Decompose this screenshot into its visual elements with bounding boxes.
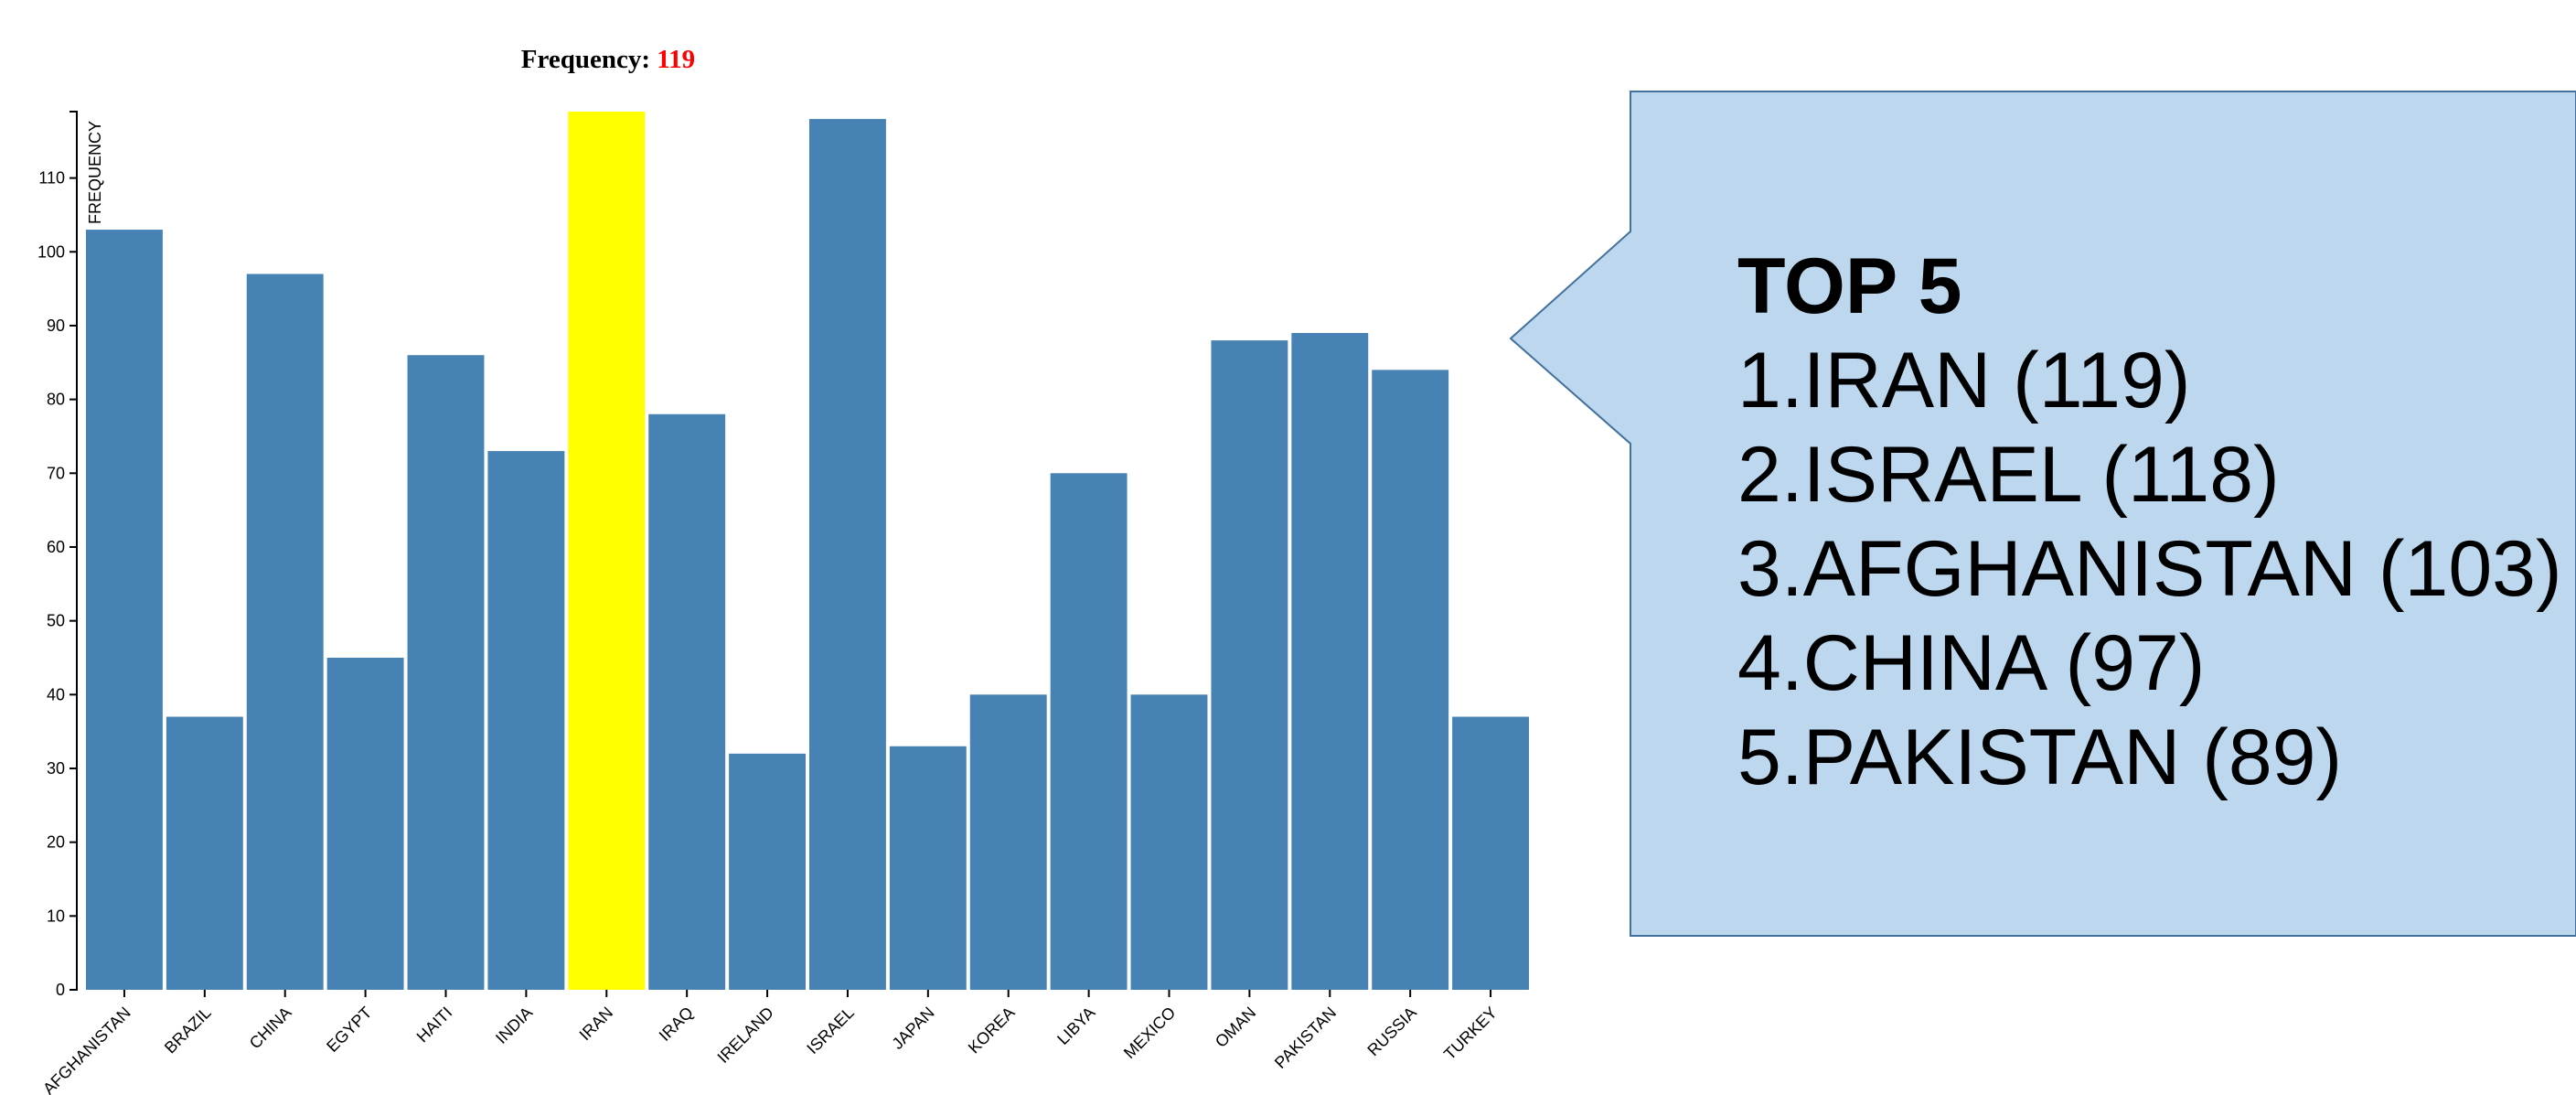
y-tick-label: 20 (47, 833, 65, 852)
y-tick-label: 100 (37, 242, 65, 261)
frequency-header: Frequency: 119 (521, 45, 695, 74)
y-tick-label: 90 (47, 317, 65, 335)
top5-item-3: 3.AFGHANISTAN (103) (1737, 525, 2562, 613)
y-axis-line (69, 111, 78, 991)
y-tick-label: 0 (56, 981, 65, 999)
top5-item-1: 1.IRAN (119) (1737, 337, 2191, 424)
x-tick-label-china: CHINA (246, 1004, 295, 1053)
x-tick-label-japan: JAPAN (888, 1004, 937, 1053)
y-tick-label: 110 (38, 169, 65, 188)
x-axis: AFGHANISTAN BRAZIL CHINA EGYPT HAITI INDIA IRA… (39, 990, 1501, 1095)
top5-callout-text: TOP 5 1.IRAN (119) 2.ISRAEL (118) 3.AFGH… (1737, 240, 2562, 805)
x-tick-label-turkey: TURKEY (1440, 1004, 1501, 1064)
x-tick-label-afghanistan: AFGHANISTAN (39, 1004, 134, 1095)
x-tick-label-iraq: IRAQ (656, 1004, 697, 1045)
bar-afghanistan[interactable] (86, 230, 163, 991)
bar-japan[interactable] (889, 746, 967, 990)
bar-india[interactable] (487, 451, 565, 991)
bar-libya[interactable] (1050, 473, 1128, 990)
bar-turkey[interactable] (1452, 716, 1529, 990)
y-axis-title: FREQUENCY (86, 121, 104, 224)
bars-layer (86, 112, 1529, 991)
y-tick-label: 70 (47, 464, 65, 482)
x-tick-label-mexico: MEXICO (1120, 1004, 1179, 1062)
x-tick-label-brazil: BRAZIL (161, 1004, 215, 1057)
bar-pakistan[interactable] (1291, 333, 1369, 990)
bar-oman[interactable] (1211, 340, 1288, 990)
x-tick-label-pakistan: PAKISTAN (1271, 1004, 1340, 1072)
top5-item-4: 4.CHINA (97) (1737, 619, 2206, 707)
bar-israel[interactable] (809, 119, 886, 990)
y-tick-label: 80 (47, 391, 65, 409)
x-tick-label-iran: IRAN (576, 1004, 617, 1045)
x-tick-label-oman: OMAN (1212, 1004, 1259, 1051)
top5-item-5: 5.PAKISTAN (89) (1737, 714, 2343, 801)
bar-haiti[interactable] (407, 355, 485, 990)
y-tick-label: 30 (47, 759, 65, 778)
top5-title: TOP 5 (1737, 242, 1962, 330)
bar-russia[interactable] (1372, 370, 1449, 991)
bar-china[interactable] (246, 274, 324, 990)
bar-korea[interactable] (969, 694, 1047, 990)
y-tick-label: 60 (47, 538, 65, 556)
x-tick-label-egypt: EGYPT (323, 1004, 375, 1056)
x-tick-label-india: INDIA (492, 1004, 536, 1047)
x-tick-label-korea: KOREA (965, 1004, 1019, 1057)
bar-brazil[interactable] (166, 716, 243, 990)
top5-item-2: 2.ISRAEL (118) (1737, 431, 2280, 519)
bar-ireland[interactable] (729, 753, 806, 990)
bar-iraq[interactable] (648, 413, 726, 990)
x-tick-label-russia: RUSSIA (1363, 1004, 1420, 1060)
bar-iran[interactable] (568, 112, 646, 990)
top5-callout-box (1509, 91, 2576, 937)
y-tick-label: 40 (47, 685, 65, 703)
x-tick-label-haiti: HAITI (413, 1004, 456, 1047)
x-tick-label-ireland: IRELAND (714, 1004, 777, 1067)
y-axis: 0 10 20 30 40 50 60 70 80 90 100 110 (37, 111, 78, 999)
bar-egypt[interactable] (326, 657, 404, 990)
frequency-value: 119 (657, 45, 695, 74)
frequency-label: Frequency: (521, 45, 657, 74)
y-tick-label: 10 (47, 907, 65, 925)
bar-mexico[interactable] (1130, 694, 1208, 990)
x-tick-label-israel: ISRAEL (803, 1004, 857, 1057)
y-tick-label: 50 (47, 612, 65, 630)
x-tick-label-libya: LIBYA (1053, 1004, 1098, 1048)
